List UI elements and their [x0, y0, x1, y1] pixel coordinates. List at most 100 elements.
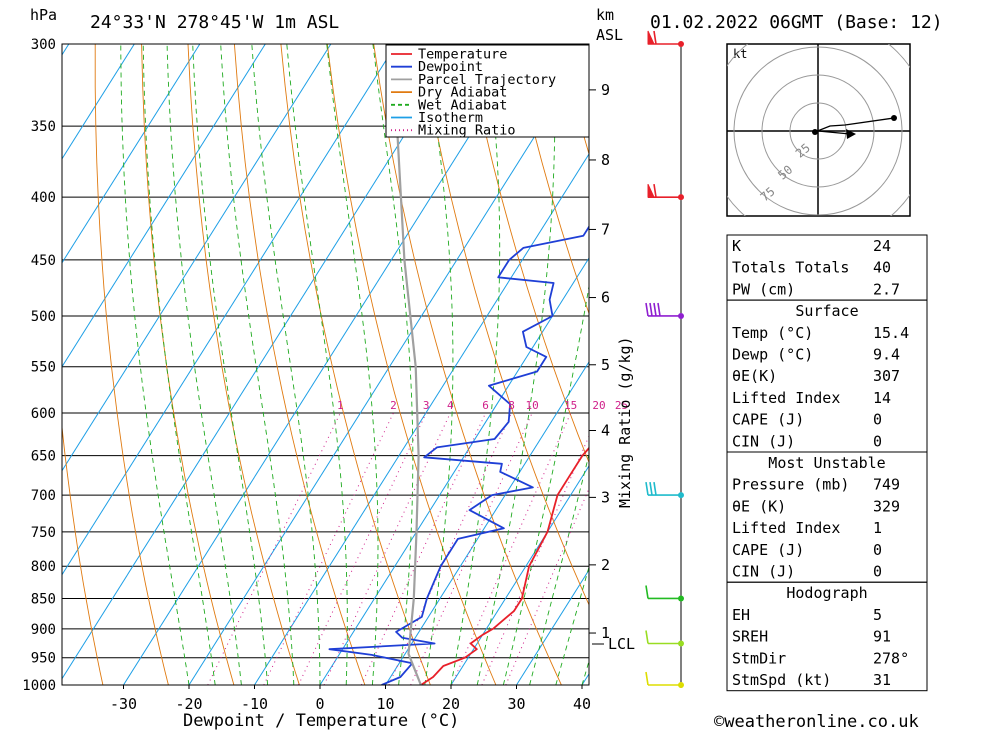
wet-adiabat-line — [502, 283, 589, 685]
mixing-ratio-line — [298, 412, 427, 685]
dry-adiabat-line — [931, 44, 1000, 685]
table-row-label: CAPE (J) — [732, 411, 804, 429]
legend-label: Dewpoint — [418, 59, 483, 75]
isotherm-line — [319, 257, 589, 685]
dry-adiabat-line — [280, 44, 431, 685]
wind-level-dot — [678, 492, 684, 499]
wind-barb-pennant — [647, 30, 655, 45]
mixing-ratio-value-label: 25 — [615, 399, 628, 412]
wet-adiabat-line — [220, 44, 295, 685]
table-row-value: 278° — [873, 649, 909, 667]
mixing-ratio-value-label: 1 — [337, 399, 344, 412]
table-row-value: 14 — [873, 389, 891, 407]
mixing-ratio-line — [481, 434, 589, 685]
table-row-label: StmDir — [732, 649, 786, 667]
location-title: 24°33'N 278°45'W 1m ASL — [90, 12, 339, 33]
mixing-ratio-value-label: 8 — [508, 399, 515, 412]
credit-label: ©weatheronline.co.uk — [714, 712, 919, 732]
km-tick-label: 6 — [601, 289, 610, 307]
storm-motion-vector — [817, 130, 851, 135]
table-row-value: 0 — [873, 411, 882, 429]
wet-adiabat-line — [326, 44, 379, 685]
temperature-axis: -30 -20 -10 0 10 20 30 40 — [110, 685, 591, 713]
series-dewpoint-line — [328, 225, 589, 685]
table-row-value: 24 — [873, 237, 891, 255]
pressure-tick-label: 500 — [31, 309, 56, 325]
wet-adiabat-line — [166, 44, 242, 685]
table-row-value: 749 — [873, 476, 900, 494]
mixing-ratio-value-label: 10 — [525, 399, 538, 412]
indices-table: K 24 Totals Totals 40 PW (cm) 2.7 Surface Temp … — [726, 234, 928, 692]
pressure-tick-label: 350 — [31, 119, 56, 135]
wind-barb-feather — [645, 302, 649, 317]
table-row-value: 5 — [873, 606, 882, 624]
table-row-value: 329 — [873, 497, 900, 515]
pressure-tick-label: 1000 — [22, 678, 56, 694]
mixing-ratio-line — [451, 412, 572, 685]
table-row-value: 15.4 — [873, 324, 909, 342]
wind-barb-feather — [653, 481, 657, 496]
table-row-label: EH — [732, 606, 750, 624]
mixing-ratio-value-label: 3 — [423, 399, 430, 412]
isotherm-line — [385, 361, 589, 685]
wind-barb-feather — [645, 585, 649, 599]
mixing-ratio-labels: 1 2 3 4 6 8 10 15 20 25 — [337, 399, 628, 412]
wind-barb-feather — [653, 30, 657, 45]
wind-barb-feather — [645, 630, 649, 644]
dry-adiabat-line — [512, 44, 589, 315]
km-unit-label: km — [596, 6, 614, 24]
dry-adiabat-line — [373, 44, 562, 685]
wind-barb-feather — [653, 184, 657, 198]
wet-adiabat-line — [450, 44, 501, 685]
table-row-value: 307 — [873, 367, 900, 385]
isotherm-line — [0, 44, 3, 685]
wind-barb-column — [645, 30, 684, 688]
pressure-tick-label: 700 — [31, 488, 56, 504]
mixing-ratio-value-label: 2 — [390, 399, 397, 412]
wind-barb-feather — [645, 671, 649, 686]
wind-level-dot — [678, 682, 684, 688]
hodograph-end-point — [891, 115, 897, 121]
isotherm-line — [62, 44, 266, 368]
km-tick-label: 7 — [601, 220, 610, 238]
wet-adiabat-line — [286, 44, 348, 685]
wet-adiabat-line — [372, 44, 414, 685]
table-row-label: SREH — [732, 628, 768, 646]
dry-adiabat-line — [326, 44, 497, 685]
mixing-ratio-line — [263, 412, 394, 685]
wet-adiabat-line — [142, 44, 216, 685]
datetime-title: 01.02.2022 06GMT (Base: 12) — [650, 12, 943, 33]
table-row-label: CIN (J) — [732, 432, 795, 450]
wind-barb — [645, 585, 684, 602]
pressure-tick-label: 800 — [31, 559, 56, 575]
mixing-ratio-value-label: 20 — [592, 399, 605, 412]
table-row-value: 0 — [873, 563, 882, 581]
table-row-value: 2.7 — [873, 280, 900, 298]
legend-label: Wet Adiabat — [418, 97, 507, 113]
table-row-value: 1 — [873, 519, 882, 537]
mixing-ratio-axis-label: Mixing Ratio (g/kg) — [616, 336, 634, 508]
wet-adiabat-line — [192, 44, 269, 685]
dry-adiabat-line — [94, 44, 169, 685]
skewt-plot-area — [0, 43, 1000, 686]
table-row-value: 0 — [873, 432, 882, 450]
lcl-label: LCL — [608, 635, 635, 653]
isotherm-line — [62, 44, 135, 160]
km-tick-label: 4 — [601, 421, 610, 439]
table-row-label: θE(K) — [732, 367, 777, 385]
pressure-tick-label: 900 — [31, 622, 56, 638]
isotherm-line — [62, 44, 201, 264]
mixing-ratio-line — [388, 412, 512, 685]
isotherm-line — [516, 568, 589, 685]
dry-adiabat-line — [977, 44, 1000, 685]
pressure-tick-label: 300 — [31, 37, 56, 53]
pressure-tick-label: 600 — [31, 406, 56, 422]
pressure-tick-label: 450 — [31, 253, 56, 269]
wet-adiabat-line — [476, 44, 556, 685]
table-row-label: Dewp (°C) — [732, 346, 813, 364]
altitude-km-axis: 1 2 3 4 5 6 7 8 9 — [589, 81, 610, 642]
legend-label: Dry Adiabat — [418, 85, 507, 101]
table-row-label: Totals Totals — [732, 259, 849, 277]
